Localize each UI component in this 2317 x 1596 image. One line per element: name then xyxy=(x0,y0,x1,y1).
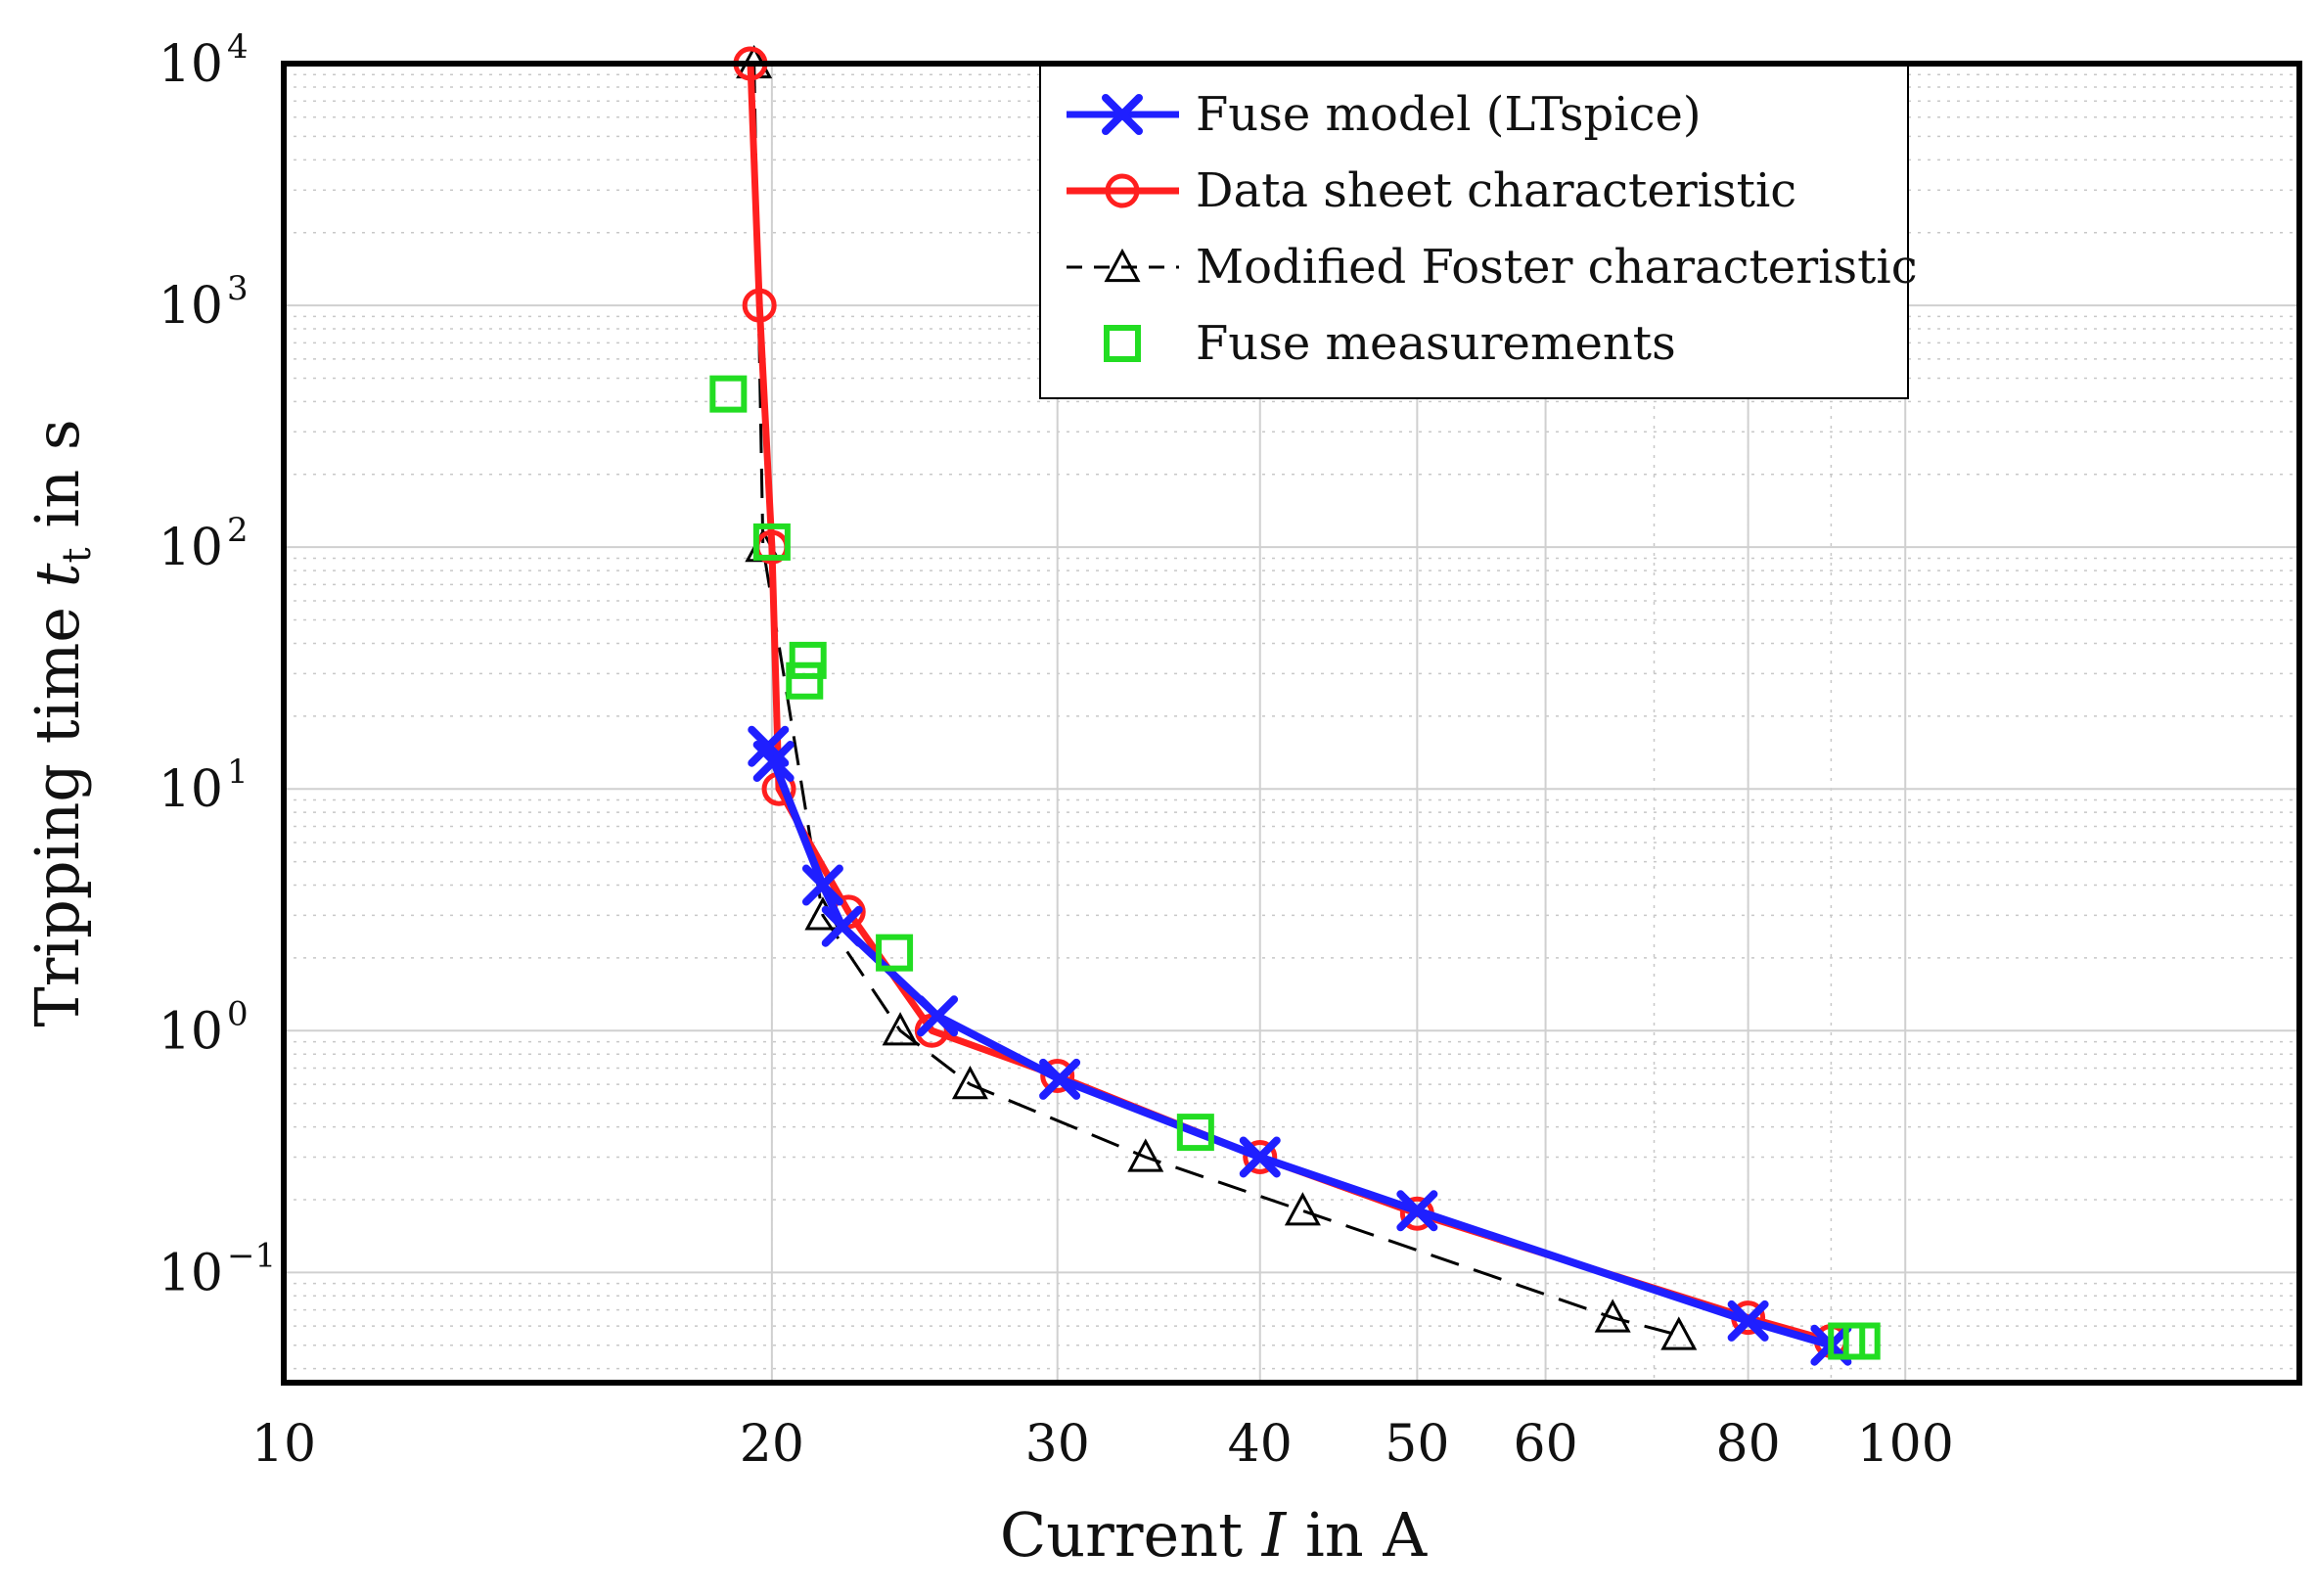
data-point-circle-marker xyxy=(1243,1139,1278,1174)
legend-entry: Modified Foster characteristic xyxy=(1067,240,1918,295)
y-tick-exponent: 2 xyxy=(227,511,249,550)
y-axis-unit: in s xyxy=(22,419,93,527)
y-tick-exponent: 0 xyxy=(227,994,249,1033)
series-fuse-model-ltspice xyxy=(748,725,1852,1366)
series-fuse-measurements xyxy=(709,375,1881,1360)
y-axis-symbol: t xyxy=(22,563,93,587)
x-tick-label: 20 xyxy=(740,1415,804,1474)
x-axis-symbol: I xyxy=(1261,1499,1288,1571)
series-line xyxy=(764,745,1833,1349)
x-axis-label-text: Current xyxy=(1000,1499,1243,1571)
y-tick-label: 10 xyxy=(159,760,223,819)
data-point-x-marker xyxy=(1239,1136,1281,1178)
data-point-x-marker xyxy=(752,741,795,783)
data-point-triangle-marker xyxy=(882,1012,919,1046)
data-point-x-marker xyxy=(1396,1190,1438,1232)
y-tick-label: 10 xyxy=(159,1002,223,1061)
data-point-square-marker xyxy=(1104,325,1141,362)
x-tick-labels: 10 20 30 40 50 60 80 100 xyxy=(251,1415,1954,1474)
y-tick-label: 10 xyxy=(159,35,223,94)
data-point-x-marker xyxy=(1727,1300,1769,1342)
legend-entry: Data sheet characteristic xyxy=(1067,163,1796,218)
x-tick-label: 30 xyxy=(1025,1415,1090,1474)
data-point-square-marker xyxy=(786,661,824,700)
plot-frame xyxy=(281,61,2302,1386)
data-point-x-marker xyxy=(917,995,959,1037)
series-line xyxy=(752,63,1680,1337)
x-tick-label: 40 xyxy=(1228,1415,1293,1474)
y-tick-label: 10 xyxy=(159,1244,223,1302)
legend: Fuse model (LTspice) Data sheet character… xyxy=(1039,65,1918,399)
x-tick-label: 80 xyxy=(1716,1415,1781,1474)
legend-label: Data sheet characteristic xyxy=(1196,163,1796,218)
data-point-circle-marker xyxy=(742,288,777,323)
data-point-square-marker xyxy=(789,641,827,679)
x-tick-label: 10 xyxy=(251,1415,316,1474)
y-axis-subscript: t xyxy=(55,547,100,563)
legend-entry: Fuse model (LTspice) xyxy=(1067,87,1702,142)
legend-label: Modified Foster characteristic xyxy=(1196,240,1918,295)
data-point-square-marker xyxy=(1842,1322,1881,1360)
data-point-triangle-marker xyxy=(951,1065,988,1100)
legend-label: Fuse measurements xyxy=(1196,316,1676,371)
legend-box xyxy=(1039,65,1909,399)
y-tick-label: 10 xyxy=(159,277,223,336)
data-point-square-marker xyxy=(709,375,748,413)
y-axis-label-text: Tripping time xyxy=(22,607,93,1027)
y-tick-exponent: 3 xyxy=(227,269,249,308)
x-axis-label: Current I in A xyxy=(1000,1499,1429,1571)
data-point-x-marker xyxy=(821,905,863,947)
data-point-x-marker xyxy=(1039,1058,1081,1100)
x-axis-unit: in A xyxy=(1305,1499,1428,1571)
data-point-square-marker xyxy=(752,523,791,561)
y-tick-label: 10 xyxy=(159,519,223,577)
data-point-square-marker xyxy=(1176,1114,1214,1152)
y-tick-exponent: 4 xyxy=(227,27,249,67)
series-layer xyxy=(709,44,1881,1366)
x-tick-label: 60 xyxy=(1513,1415,1577,1474)
data-point-triangle-marker xyxy=(1284,1192,1321,1226)
data-point-square-marker xyxy=(876,934,914,972)
data-point-triangle-marker xyxy=(1594,1299,1631,1333)
x-tick-label: 100 xyxy=(1857,1415,1954,1474)
y-tick-exponent: −1 xyxy=(227,1236,276,1275)
data-point-triangle-marker xyxy=(1660,1316,1698,1350)
data-point-x-marker xyxy=(1102,94,1143,135)
legend-label: Fuse model (LTspice) xyxy=(1196,87,1702,142)
data-point-circle-marker xyxy=(1105,173,1140,208)
x-tick-label: 50 xyxy=(1385,1415,1449,1474)
y-tick-exponent: 1 xyxy=(227,752,249,792)
legend-entry: Fuse measurements xyxy=(1104,316,1676,371)
data-point-triangle-marker xyxy=(1127,1138,1164,1172)
data-point-triangle-marker xyxy=(1104,248,1141,283)
data-point-x-marker xyxy=(801,864,843,906)
y-axis-label: Tripping time tt in s xyxy=(22,419,100,1026)
data-point-circle-marker xyxy=(1040,1059,1075,1094)
